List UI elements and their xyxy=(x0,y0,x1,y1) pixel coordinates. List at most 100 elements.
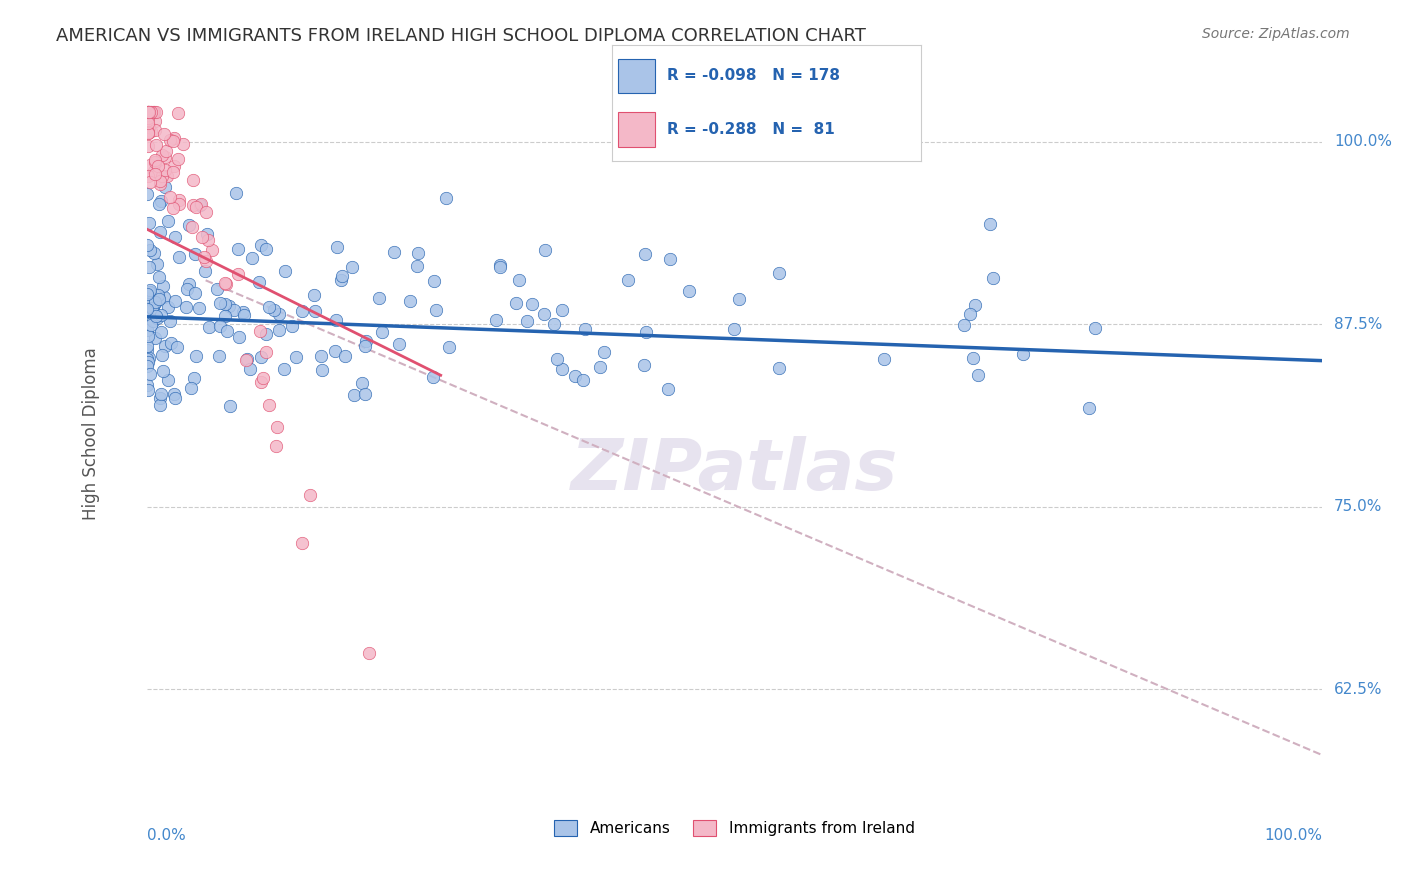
Point xyxy=(138,285,160,300)
Point xyxy=(183,197,205,211)
Point xyxy=(232,308,254,322)
Point xyxy=(149,174,172,188)
Point xyxy=(136,322,159,336)
Point xyxy=(405,259,427,273)
Point xyxy=(152,364,174,378)
Point xyxy=(179,218,201,232)
Point xyxy=(153,339,176,353)
Point xyxy=(359,646,381,660)
Point xyxy=(136,301,159,316)
Point xyxy=(136,105,159,120)
Point xyxy=(149,308,172,322)
Point xyxy=(166,340,188,354)
Point xyxy=(143,123,166,137)
Point xyxy=(222,303,245,318)
Point xyxy=(139,367,162,381)
Point xyxy=(330,269,353,284)
Point xyxy=(184,200,207,214)
Point xyxy=(146,288,169,302)
Point xyxy=(136,111,159,125)
Point xyxy=(139,175,162,189)
Point xyxy=(589,359,612,374)
Point xyxy=(190,196,212,211)
Text: High School Diploma: High School Diploma xyxy=(82,347,100,520)
Point xyxy=(136,105,159,120)
Point xyxy=(422,274,444,288)
Point xyxy=(522,297,544,311)
Point xyxy=(264,439,287,453)
Point xyxy=(340,260,363,275)
Point xyxy=(247,275,270,289)
Point xyxy=(768,361,790,376)
Point xyxy=(235,353,257,368)
Point xyxy=(138,260,160,275)
Point xyxy=(183,285,205,300)
Point xyxy=(174,301,197,315)
Point xyxy=(138,120,160,134)
Point xyxy=(143,105,166,120)
Point xyxy=(143,155,166,169)
Point xyxy=(136,383,159,397)
Point xyxy=(145,137,167,152)
Point xyxy=(194,264,217,278)
Point xyxy=(136,329,159,343)
Point xyxy=(139,243,162,257)
Point xyxy=(136,105,159,120)
Point xyxy=(153,163,176,178)
Point xyxy=(138,158,160,172)
Point xyxy=(136,355,159,369)
Point xyxy=(489,258,512,272)
Point xyxy=(254,242,277,256)
Point xyxy=(136,187,159,202)
Point xyxy=(145,309,167,323)
Point xyxy=(198,320,221,334)
FancyBboxPatch shape xyxy=(617,112,655,146)
Point xyxy=(254,327,277,342)
Point xyxy=(150,386,173,401)
Point xyxy=(167,197,190,211)
Point xyxy=(291,536,314,550)
Point xyxy=(723,322,745,336)
Point xyxy=(163,294,186,309)
Point xyxy=(240,251,263,265)
Point xyxy=(208,319,231,334)
Point xyxy=(214,296,236,310)
Point xyxy=(257,301,280,315)
Point xyxy=(257,398,280,412)
Point xyxy=(138,351,160,365)
Point xyxy=(145,114,167,128)
Point xyxy=(872,351,894,366)
Point xyxy=(269,307,291,321)
Text: 100.0%: 100.0% xyxy=(1334,134,1392,149)
Point xyxy=(1084,321,1107,335)
Point xyxy=(143,331,166,345)
Point xyxy=(249,238,271,252)
Point xyxy=(215,277,238,292)
Point xyxy=(136,169,159,183)
Point xyxy=(250,350,273,364)
Point xyxy=(574,322,596,336)
Point xyxy=(139,318,162,333)
Point xyxy=(152,127,174,141)
Point xyxy=(136,116,159,130)
Point xyxy=(142,303,165,318)
Point xyxy=(157,373,180,387)
Point xyxy=(343,387,366,401)
Point xyxy=(239,362,262,376)
Point xyxy=(329,273,352,287)
Point xyxy=(1078,401,1101,416)
Point xyxy=(195,254,218,268)
Text: R = -0.288   N =  81: R = -0.288 N = 81 xyxy=(668,121,835,136)
Point xyxy=(657,382,679,396)
Point xyxy=(148,292,170,306)
Point xyxy=(138,105,160,120)
Point xyxy=(159,314,181,328)
Point xyxy=(634,326,657,340)
Text: Source: ZipAtlas.com: Source: ZipAtlas.com xyxy=(1202,27,1350,41)
Point xyxy=(156,169,179,183)
Point xyxy=(226,242,249,256)
Point xyxy=(179,277,201,292)
Point xyxy=(354,334,377,348)
Point xyxy=(508,273,530,287)
Point xyxy=(155,145,177,159)
